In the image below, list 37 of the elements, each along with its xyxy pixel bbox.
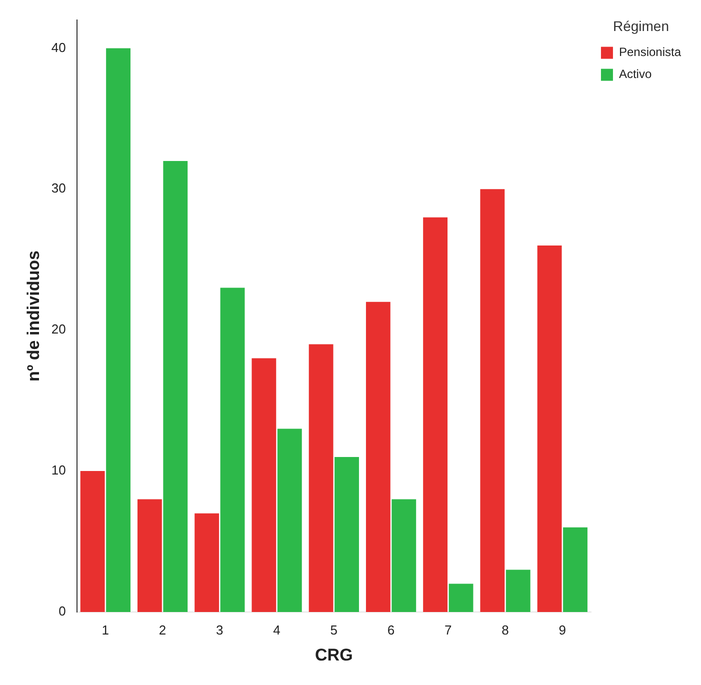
x-tick-label: 3 [216,622,224,638]
legend-title: Régimen [612,18,669,34]
bar [277,428,302,612]
y-tick-label: 40 [51,40,66,55]
y-tick-label: 10 [51,462,66,478]
legend-label: Activo [618,67,652,82]
bar [480,189,505,612]
y-tick-label: 0 [58,604,66,619]
bar [137,499,162,612]
bar [366,302,390,612]
bar [194,513,220,612]
bar [308,344,334,612]
x-tick-label: 7 [444,622,452,638]
x-tick-label: 2 [158,622,166,638]
bar [163,160,188,612]
bar [448,584,474,612]
bar [220,288,245,612]
bar [334,456,359,612]
bar [423,217,448,612]
y-tick-label: 20 [51,322,66,337]
x-tick-label: 9 [558,622,566,638]
x-axis-title: CRG [315,645,353,664]
x-tick-label: 8 [502,622,509,638]
bar [392,499,416,612]
bar [106,48,130,612]
x-tick-label: 4 [273,622,280,638]
bar [537,246,562,612]
bar [80,471,105,612]
x-tick-label: 6 [387,622,395,638]
bar [252,358,276,612]
y-tick-label: 30 [51,180,66,196]
legend-label: Pensionista [618,45,682,60]
x-tick-label: 1 [102,622,110,638]
y-axis-title: nº de individuos [24,250,43,382]
x-tick-label: 5 [330,622,338,638]
bar [563,527,588,612]
bar [506,570,530,612]
